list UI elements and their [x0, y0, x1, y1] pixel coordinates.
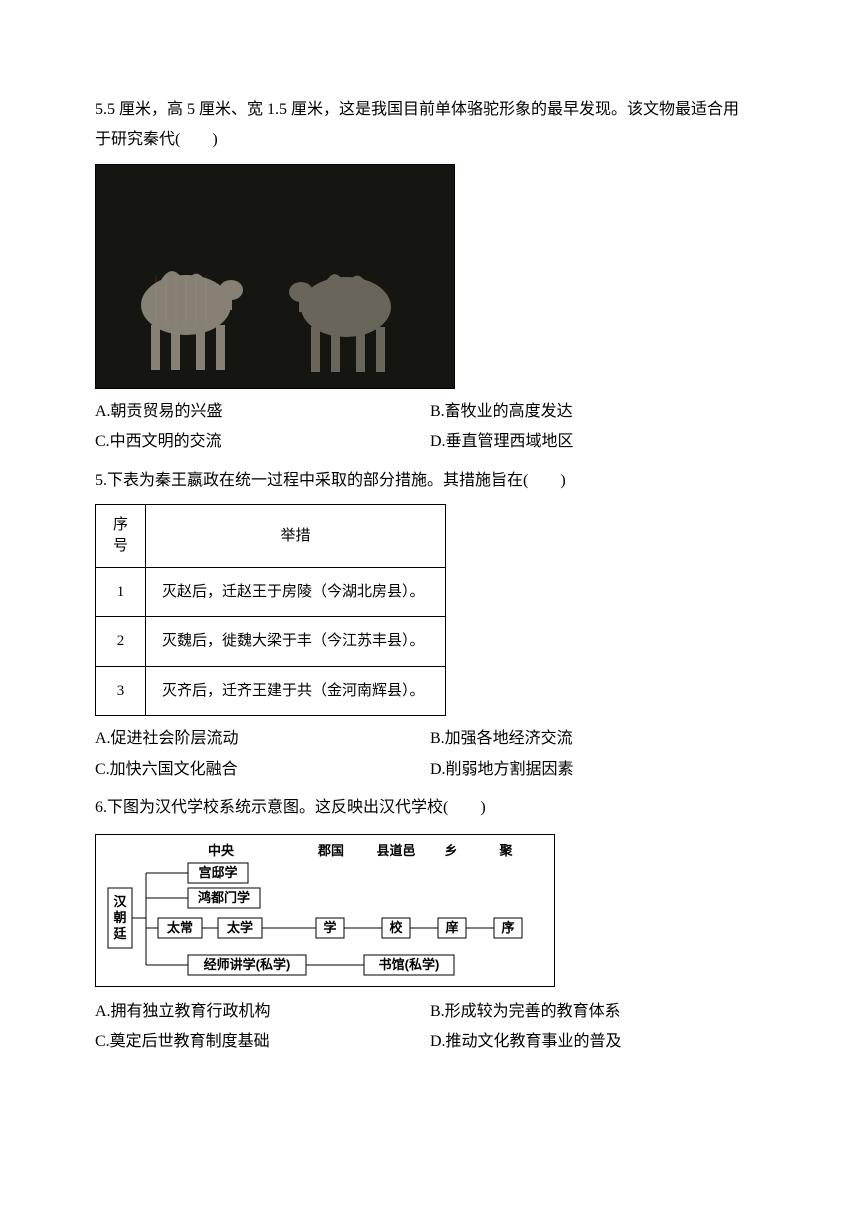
q4-line1: 5.5 厘米，高 5 厘米、宽 1.5 厘米，这是我国目前单体骆驼形象的最早发现…	[95, 101, 739, 118]
q6-option-d[interactable]: D.推动文化教育事业的普及	[430, 1027, 765, 1057]
table-row: 1 灭赵后，迁赵王于房陵（今湖北房县）。	[96, 567, 446, 617]
svg-text:校: 校	[389, 920, 403, 935]
svg-text:宫邸学: 宫邸学	[198, 865, 237, 880]
q4-option-d[interactable]: D.垂直管理西域地区	[430, 427, 765, 457]
q4-options: A.朝贡贸易的兴盛 B.畜牧业的高度发达 C.中西文明的交流 D.垂直管理西域地…	[95, 397, 765, 458]
q4-option-c[interactable]: C.中西文明的交流	[95, 427, 430, 457]
svg-text:朝: 朝	[113, 910, 126, 925]
q6-option-c[interactable]: C.奠定后世教育制度基础	[95, 1027, 430, 1057]
svg-text:学: 学	[323, 920, 336, 935]
hdr-xian: 县道邑	[376, 843, 415, 858]
hdr-central: 中央	[208, 843, 235, 858]
q5-options: A.促进社会阶层流动 B.加强各地经济交流 C.加快六国文化融合 D.削弱地方割…	[95, 724, 765, 785]
q5-th-seq: 序号	[96, 504, 146, 567]
hdr-ju: 聚	[498, 843, 513, 858]
svg-text:汉: 汉	[113, 894, 127, 909]
svg-text:序: 序	[501, 920, 514, 935]
q6-options: A.拥有独立教育行政机构 B.形成较为完善的教育体系 C.奠定后世教育制度基础 …	[95, 997, 765, 1058]
svg-text:书馆(私学): 书馆(私学)	[379, 957, 440, 972]
q5-option-c[interactable]: C.加快六国文化融合	[95, 755, 430, 785]
q4-line2: 于研究秦代( )	[95, 131, 218, 148]
q4-artifact-image	[95, 164, 455, 389]
svg-text:庠: 庠	[445, 920, 458, 935]
q6-school-diagram: .btext{font-family:"SimHei",sans-serif;f…	[95, 834, 555, 987]
svg-text:经师讲学(私学): 经师讲学(私学)	[204, 957, 291, 972]
svg-text:太学: 太学	[226, 920, 253, 935]
svg-text:廷: 廷	[112, 926, 127, 941]
hdr-xiang: 乡	[444, 843, 457, 858]
hdr-jun: 郡国	[317, 843, 344, 858]
svg-text:鸿都门学: 鸿都门学	[198, 890, 250, 905]
svg-text:太常: 太常	[166, 920, 193, 935]
q4-intro: 5.5 厘米，高 5 厘米、宽 1.5 厘米，这是我国目前单体骆驼形象的最早发现…	[95, 95, 765, 156]
q6-option-b[interactable]: B.形成较为完善的教育体系	[430, 997, 765, 1027]
q5-option-d[interactable]: D.削弱地方割据因素	[430, 755, 765, 785]
q5-stem: 5.下表为秦王嬴政在统一过程中采取的部分措施。其措施旨在( )	[95, 466, 765, 496]
table-row: 2 灭魏后，徙魏大梁于丰（今江苏丰县）。	[96, 617, 446, 667]
q4-option-a[interactable]: A.朝贡贸易的兴盛	[95, 397, 430, 427]
q6-stem: 6.下图为汉代学校系统示意图。这反映出汉代学校( )	[95, 793, 765, 823]
table-row: 3 灭齐后，迁齐王建于共（金河南辉县）。	[96, 666, 446, 716]
q5-th-measure: 举措	[146, 504, 446, 567]
q5-table: 序号 举措 1 灭赵后，迁赵王于房陵（今湖北房县）。 2 灭魏后，徙魏大梁于丰（…	[95, 504, 446, 717]
q5-option-a[interactable]: A.促进社会阶层流动	[95, 724, 430, 754]
q6-option-a[interactable]: A.拥有独立教育行政机构	[95, 997, 430, 1027]
q5-option-b[interactable]: B.加强各地经济交流	[430, 724, 765, 754]
q4-option-b[interactable]: B.畜牧业的高度发达	[430, 397, 765, 427]
